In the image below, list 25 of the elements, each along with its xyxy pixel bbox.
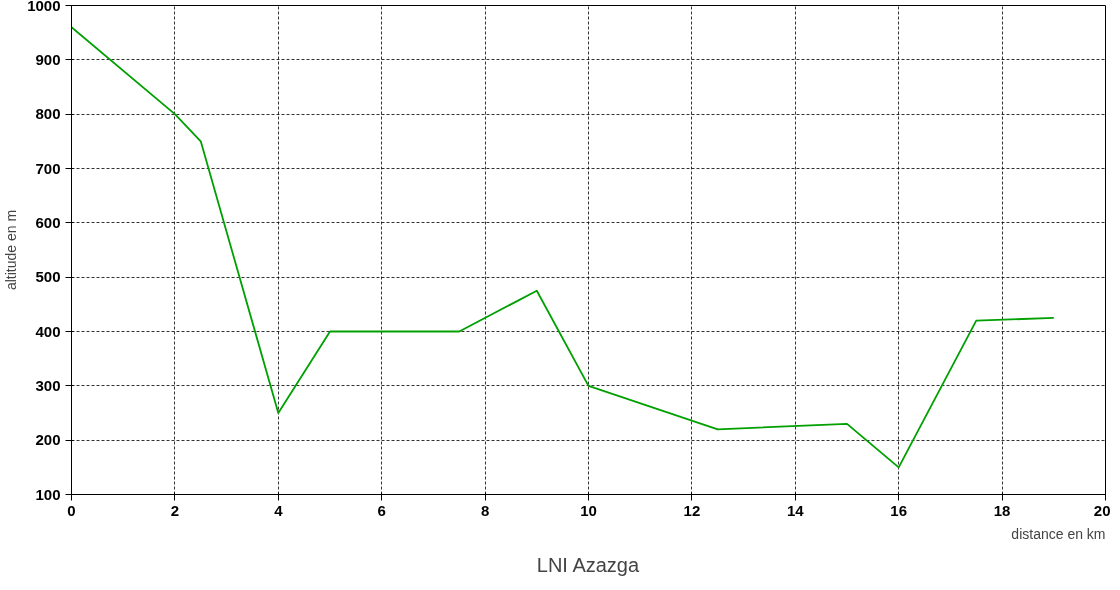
y-tick-label: 400 [35,322,61,340]
y-tick-label: 800 [35,105,61,123]
x-tick-label: 2 [170,501,180,519]
line-series [71,26,1055,469]
x-tick-label: 14 [786,501,805,519]
y-tick-label: 500 [35,268,61,286]
x-tick-label: 20 [1093,501,1111,519]
y-tick-label: 1000 [27,0,61,14]
x-tick-label: 6 [377,501,386,519]
y-tick-label: 700 [35,159,61,177]
y-tick-label: 100 [35,485,61,503]
y-axis-title: altitude en m [3,209,20,291]
x-tick-label: 18 [993,501,1011,519]
y-tick-label: 900 [35,50,61,68]
text: LNI Azazga [536,553,640,576]
x-tick-label: 10 [580,501,597,519]
x-axis-title: distance en km [1011,525,1106,542]
x-tick-label: 8 [480,501,490,519]
y-tick-label: 300 [35,376,61,394]
x-tick-label: 0 [67,501,76,519]
x-tick-label: 12 [683,501,701,519]
y-tick-label: 600 [35,213,61,231]
x-tick-label: 4 [274,501,284,519]
x-tick-label: 16 [890,501,908,519]
y-tick-label: 200 [35,431,61,449]
